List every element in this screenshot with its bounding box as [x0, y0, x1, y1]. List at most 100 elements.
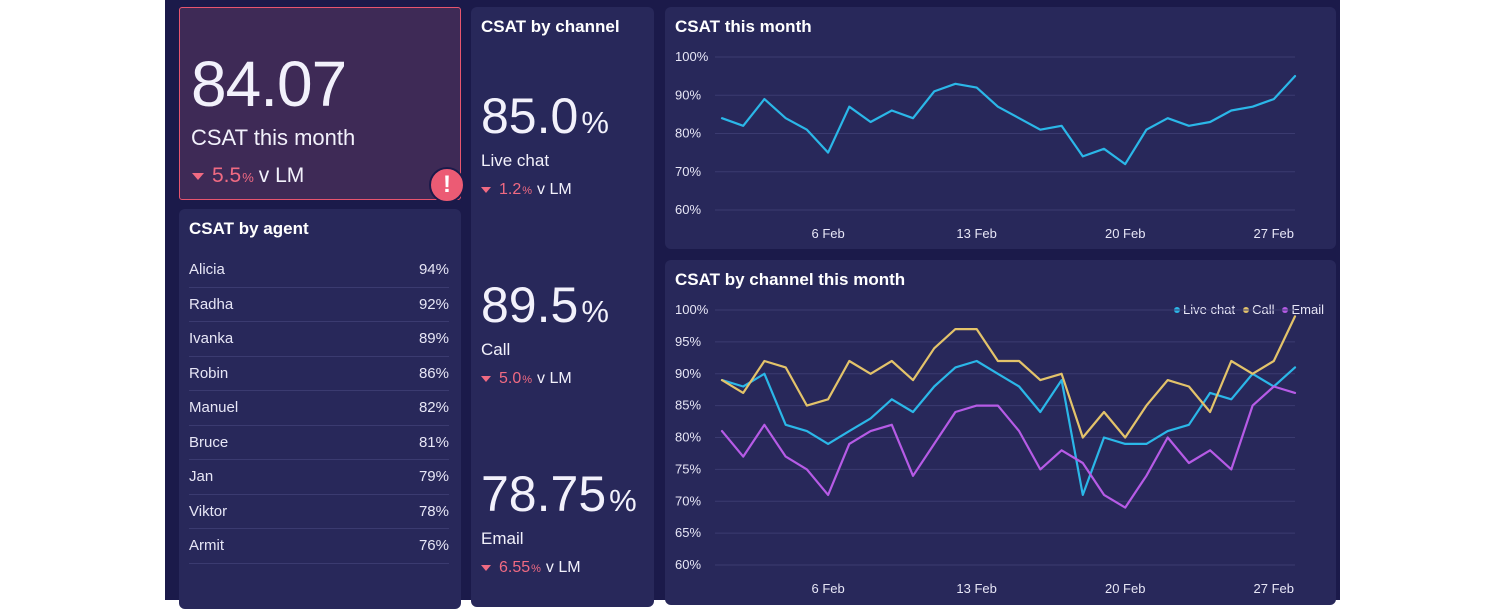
- channel-label: Email: [481, 529, 524, 548]
- agent-score: 94%: [418, 261, 449, 279]
- channel-value: 85.0%: [481, 91, 609, 141]
- agent-name: Robin: [189, 364, 229, 382]
- agent-row[interactable]: Manuel 82%: [189, 391, 449, 426]
- x-tick-label: 27 Feb: [1254, 581, 1294, 596]
- agent-row[interactable]: Jan 79%: [189, 460, 449, 495]
- agent-row[interactable]: Bruce 81%: [189, 426, 449, 460]
- channel-panel: CSAT by channel 85.0% Live chat 1.2 % v …: [471, 7, 654, 607]
- agent-row[interactable]: Ivanka 89%: [189, 322, 449, 357]
- agent-name: Ivanka: [189, 330, 234, 348]
- agent-name: Bruce: [189, 433, 229, 451]
- channel-live-chat[interactable]: 85.0% Live chat 1.2 % v LM: [481, 91, 609, 199]
- y-tick-label: 85%: [675, 398, 701, 413]
- y-tick-label: 75%: [675, 461, 701, 476]
- x-tick-label: 27 Feb: [1254, 226, 1294, 241]
- agent-row[interactable]: Radha 92%: [189, 288, 449, 322]
- agent-score: 82%: [418, 399, 449, 417]
- x-tick-label: 20 Feb: [1105, 581, 1145, 596]
- agent-row[interactable]: Armit 76%: [189, 529, 449, 564]
- csat-month-chart-panel: CSAT this month 60% 70% 80% 90% 100% 6 Feb 13 …: [665, 7, 1336, 249]
- agent-name: Manuel: [189, 399, 239, 417]
- agent-panel: CSAT by agent Alicia 94% Radha 92% Ivanka 89%…: [179, 209, 461, 609]
- y-tick-label: 95%: [675, 334, 701, 349]
- channel-email[interactable]: 78.75% Email 6.55 % v LM: [481, 469, 637, 577]
- channel-value: 78.75%: [481, 469, 637, 519]
- agent-name: Viktor: [189, 502, 228, 520]
- channel-delta-value: 1.2: [499, 181, 522, 198]
- agent-score: 92%: [418, 295, 449, 313]
- y-tick-label: 60%: [675, 557, 701, 572]
- y-tick-label: 65%: [675, 525, 701, 540]
- agent-name: Jan: [189, 468, 214, 486]
- csat-channel-chart-panel: CSAT by channel this month Live chat Call…: [665, 260, 1336, 605]
- kpi-delta: 5.5 % v LM: [192, 164, 304, 188]
- channel-delta-suffix: v LM: [537, 181, 572, 198]
- channel-call[interactable]: 89.5% Call 5.0 % v LM: [481, 280, 609, 388]
- agent-name: Radha: [189, 295, 234, 313]
- channel-value: 89.5%: [481, 280, 609, 330]
- agent-list: Alicia 94% Radha 92% Ivanka 89% Robin 86% Manuel…: [189, 253, 449, 564]
- triangle-down-icon: [481, 565, 491, 571]
- channel-delta-unit: %: [522, 185, 533, 197]
- legend-label: Email: [1291, 302, 1324, 317]
- kpi-delta-unit: %: [242, 170, 254, 185]
- agent-row[interactable]: Viktor 78%: [189, 495, 449, 529]
- x-tick-label: 13 Feb: [956, 226, 996, 241]
- channel-label: Call: [481, 340, 511, 359]
- triangle-down-icon: [481, 187, 491, 193]
- agent-score: 79%: [418, 468, 449, 486]
- triangle-down-icon: [481, 376, 491, 382]
- dashboard: 84.07 CSAT this month 5.5 % v LM ! CSAT …: [165, 0, 1340, 609]
- y-tick-label: 80%: [675, 430, 701, 445]
- channel-delta-unit: %: [522, 374, 533, 386]
- csat-month-chart[interactable]: 60% 70% 80% 90% 100% 6 Feb 13 Feb 20 Feb 27 Feb: [665, 7, 1336, 249]
- kpi-value: 84.07: [191, 48, 347, 120]
- channel-delta: 1.2 % v LM: [481, 181, 609, 199]
- kpi-label: CSAT this month: [191, 125, 356, 150]
- x-tick-label: 6 Feb: [811, 581, 844, 596]
- agent-name: Armit: [189, 537, 224, 555]
- y-tick-label: 60%: [675, 202, 701, 217]
- y-tick-label: 90%: [675, 366, 701, 381]
- x-tick-label: 20 Feb: [1105, 226, 1145, 241]
- y-tick-label: 80%: [675, 126, 701, 141]
- agent-panel-title: CSAT by agent: [189, 219, 309, 238]
- y-tick-label: 90%: [675, 87, 701, 102]
- channel-delta-unit: %: [531, 563, 541, 575]
- channel-delta: 5.0 % v LM: [481, 370, 609, 388]
- channel-value-number: 78.75: [481, 466, 607, 522]
- y-tick-label: 100%: [675, 302, 709, 317]
- agent-row[interactable]: Alicia 94%: [189, 253, 449, 288]
- channel-delta-value: 6.55: [499, 559, 531, 576]
- series-line-email: [720, 385, 1297, 509]
- kpi-card[interactable]: 84.07 CSAT this month 5.5 % v LM: [179, 7, 461, 200]
- channel-value-unit: %: [581, 105, 609, 140]
- channel-panel-title: CSAT by channel: [481, 17, 620, 36]
- triangle-down-icon: [192, 172, 204, 180]
- agent-score: 89%: [418, 330, 449, 348]
- series-line-call: [720, 315, 1297, 439]
- x-tick-label: 6 Feb: [811, 226, 844, 241]
- channel-delta-suffix: v LM: [545, 559, 581, 576]
- y-tick-label: 70%: [675, 164, 701, 179]
- agent-name: Alicia: [189, 261, 225, 279]
- channel-label: Live chat: [481, 151, 550, 170]
- channel-delta-value: 5.0: [499, 370, 522, 387]
- alert-icon[interactable]: !: [429, 167, 465, 203]
- series-line-live-chat: [720, 359, 1297, 496]
- agent-score: 76%: [418, 537, 449, 555]
- channel-value-number: 89.5: [481, 277, 579, 333]
- agent-row[interactable]: Robin 86%: [189, 357, 449, 391]
- agent-score: 81%: [418, 433, 449, 451]
- kpi-delta-suffix: v LM: [258, 164, 305, 187]
- channel-value-unit: %: [581, 294, 609, 329]
- chart-title: CSAT by channel this month: [675, 270, 906, 289]
- agent-score: 86%: [418, 364, 449, 382]
- series-line: [720, 74, 1297, 166]
- channel-delta-suffix: v LM: [537, 370, 572, 387]
- y-tick-label: 70%: [675, 493, 701, 508]
- y-tick-label: 100%: [675, 49, 709, 64]
- csat-channel-chart[interactable]: 60% 65% 70% 75% 80% 85% 90% 95% 100% 6 Feb 13 Feb 2…: [665, 260, 1336, 605]
- chart-title: CSAT this month: [675, 17, 812, 36]
- kpi-delta-value: 5.5: [212, 164, 242, 187]
